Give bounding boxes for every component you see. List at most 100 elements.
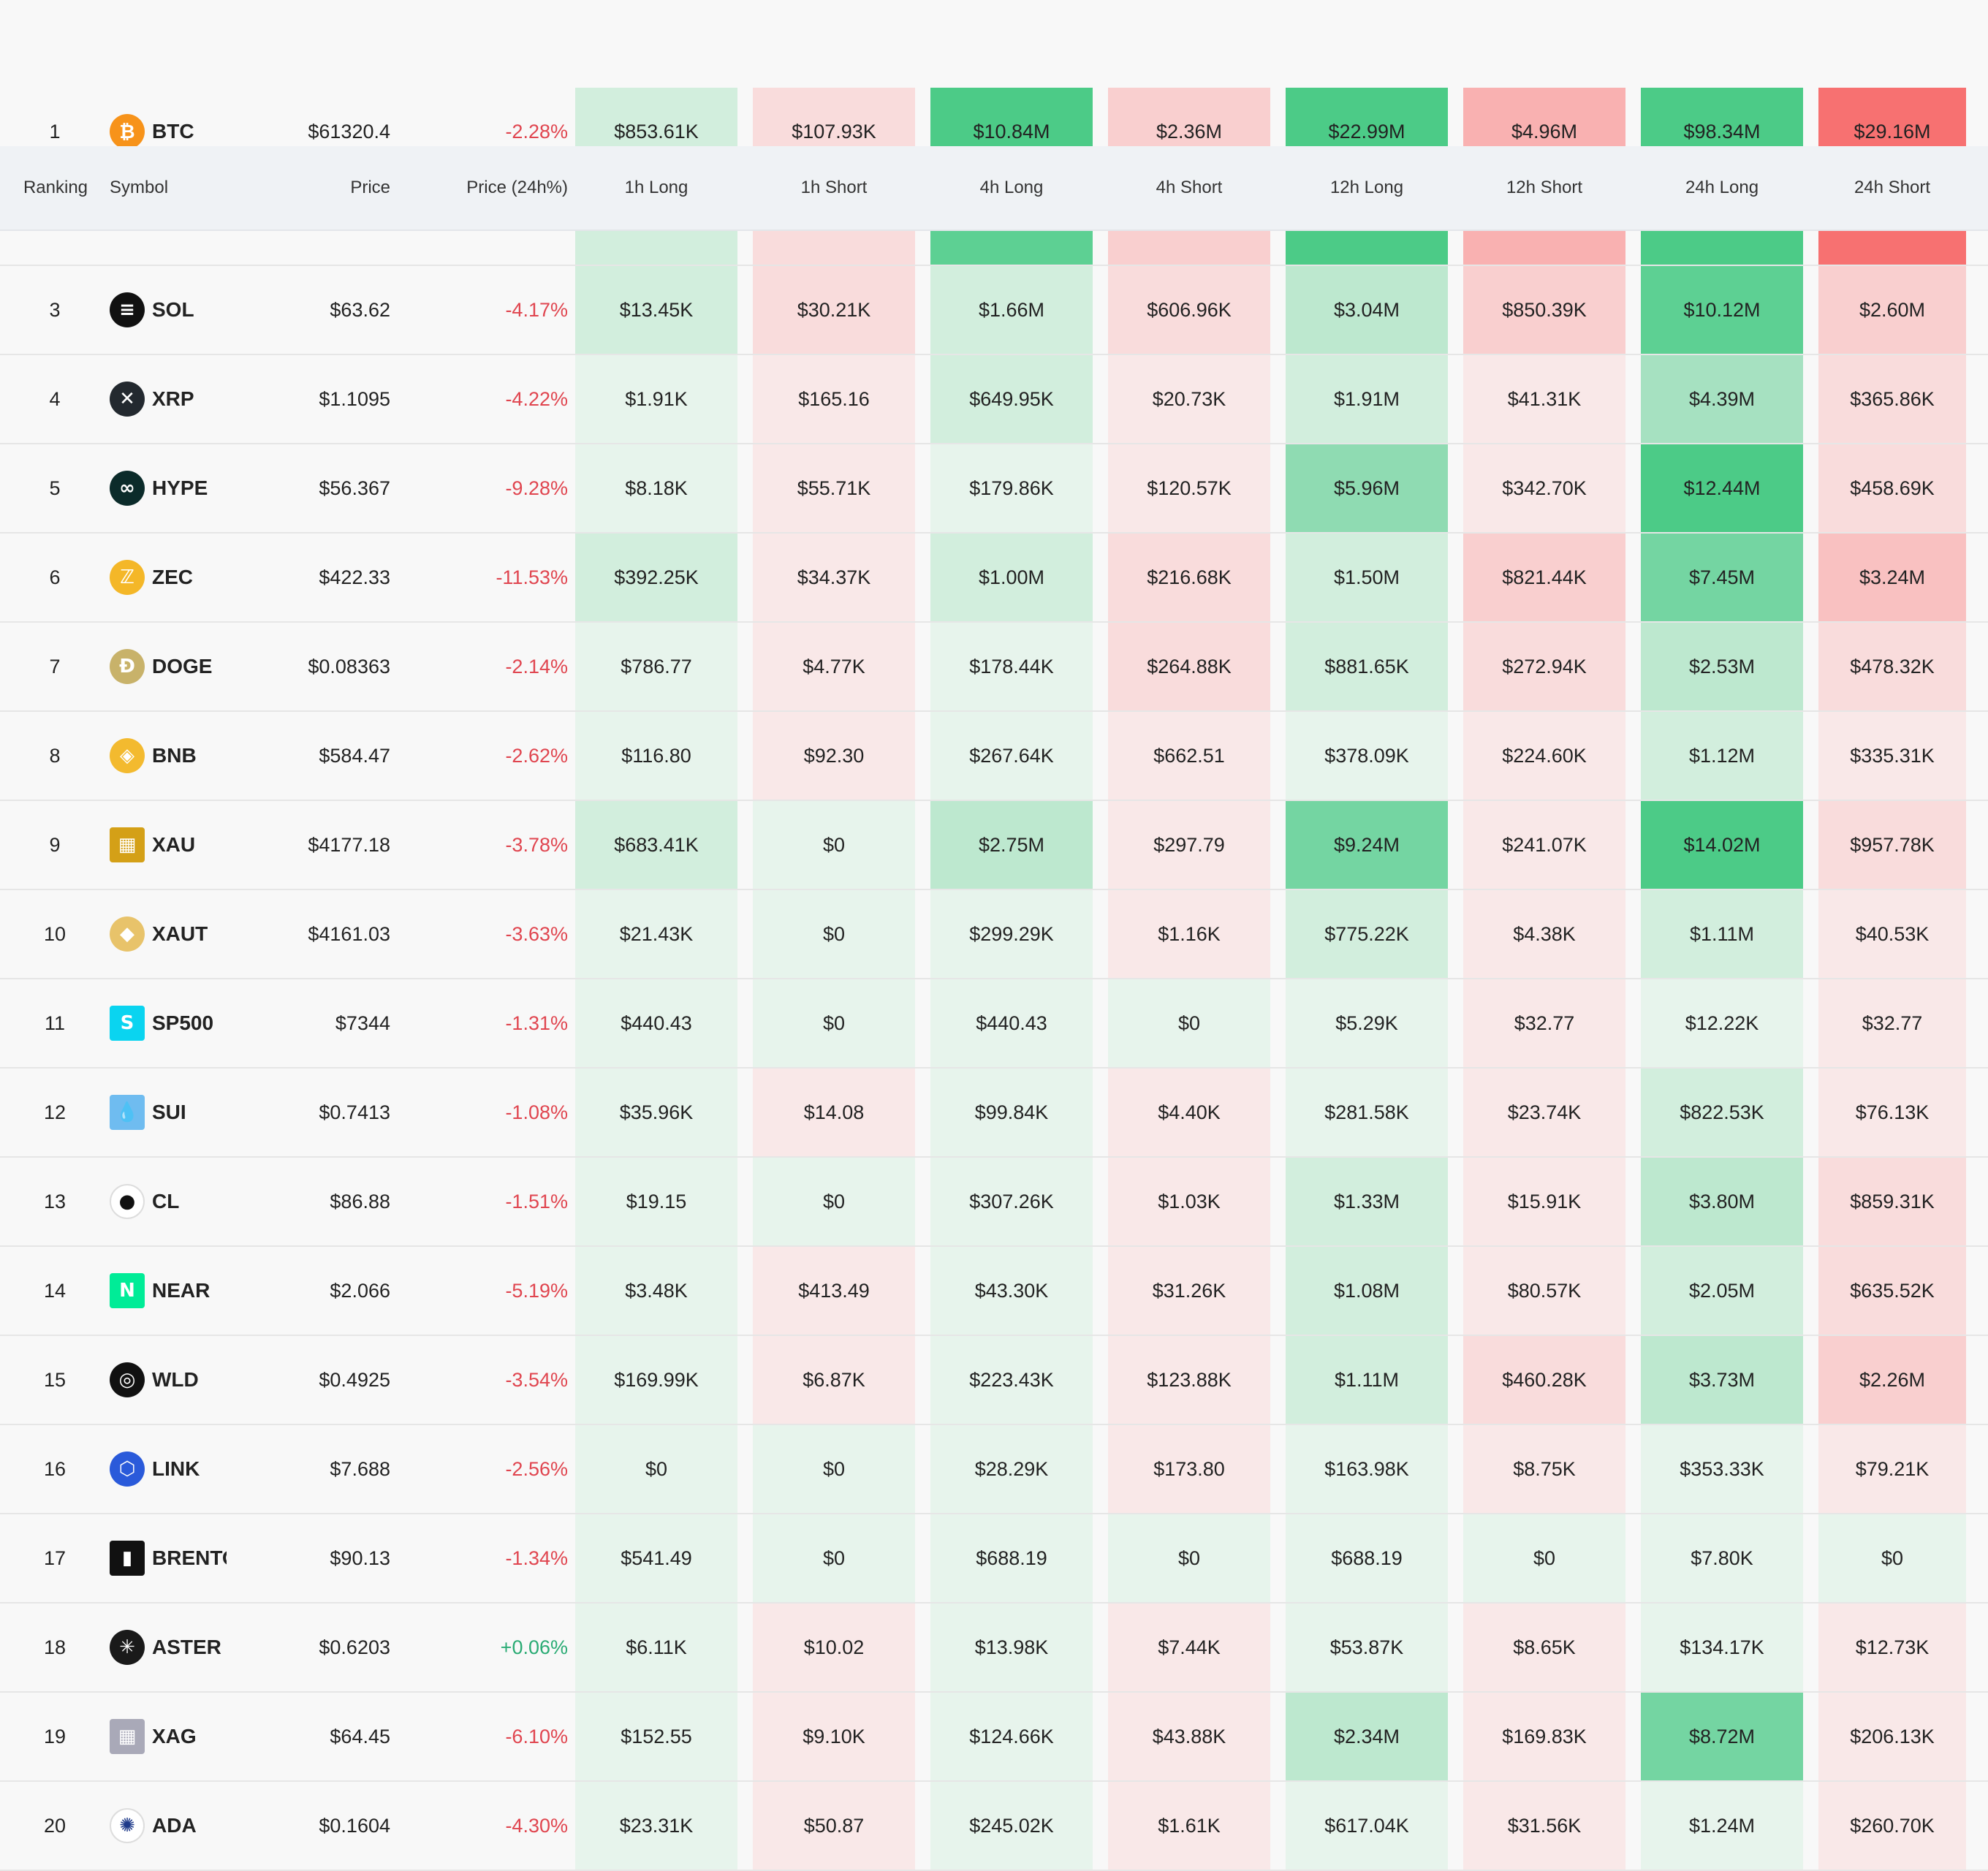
liq-cell-h1-long: $13.45K xyxy=(575,266,737,354)
liq-cell-h12-short: $0 xyxy=(1463,1514,1625,1602)
symbol-cell[interactable]: ▦ XAG xyxy=(110,1693,275,1780)
col-1h-short[interactable]: 1h Short xyxy=(800,178,868,197)
table-row[interactable]: 4 ✕ XRP $1.1095 -4.22% $1.91K $165.16 $649.95K $… xyxy=(0,355,1988,444)
liq-cell-h1-short: $413.49 xyxy=(753,1247,915,1335)
liq-cell-h4-short: $662.51 xyxy=(1108,712,1270,800)
rank-cell: 9 xyxy=(49,833,61,856)
table-row[interactable]: 6 ℤ ZEC $422.33 -11.53% $392.25K $34.37K $1.00M… xyxy=(0,534,1988,623)
aster-icon: ✳ xyxy=(110,1630,145,1665)
symbol-cell[interactable]: ◈ BNB xyxy=(110,712,275,800)
table-row[interactable]: 11 S SP500 $7344 -1.31% $440.43 $0 $440.43 $0 $5.… xyxy=(0,979,1988,1069)
change-cell: -4.22% xyxy=(505,387,568,410)
symbol-cell[interactable]: ∞ HYPE xyxy=(110,444,275,532)
col-4h-long[interactable]: 4h Long xyxy=(979,178,1044,197)
symbol-label: HYPE xyxy=(152,477,208,499)
table-row[interactable]: 9 ▦ XAU $4177.18 -3.78% $683.41K $0 $2.75M $297.… xyxy=(0,801,1988,890)
symbol-cell[interactable]: ≡ SOL xyxy=(110,266,275,354)
table-row[interactable]: 17▮BRENTOIL$90.13-1.34%$541.49$0$688.19$… xyxy=(0,1514,1988,1604)
table-row[interactable]: 10 ◆ XAUT $4161.03 -3.63% $21.43K $0 $299.29K $1… xyxy=(0,890,1988,979)
table-row[interactable]: 13 ● CL $86.88 -1.51% $19.15 $0 $307.26K $1.03K $… xyxy=(0,1158,1988,1247)
liq-cell-h12-short: $224.60K xyxy=(1463,712,1625,800)
symbol-cell[interactable]: ✕ XRP xyxy=(110,355,275,443)
liq-cell-h1-short: $92.30 xyxy=(753,712,915,800)
liq-cell-h12-long: $3.04M xyxy=(1286,266,1448,354)
col-1h-long[interactable]: 1h Long xyxy=(624,178,688,197)
table-row[interactable]: 19 ▦ XAG $64.45 -6.10% $152.55 $9.10K $124.66K $… xyxy=(0,1693,1988,1782)
rank-cell: 10 xyxy=(43,922,67,945)
liq-cell-h24-short: $859.31K xyxy=(1818,1158,1966,1245)
table-row[interactable]: 16 ⬡ LINK $7.688 -2.56% $0 $0 $28.29K $173.80 $16… xyxy=(0,1425,1988,1514)
symbol-cell[interactable]: ✺ ADA xyxy=(110,1782,275,1870)
col-price[interactable]: Price xyxy=(350,178,390,197)
symbol-cell[interactable]: ▦ XAU xyxy=(110,801,275,889)
table-row[interactable]: 5 ∞ HYPE $56.367 -9.28% $8.18K $55.71K $179.86K… xyxy=(0,444,1988,534)
col-symbol[interactable]: Symbol xyxy=(110,178,169,197)
liq-cell-h4-long: $178.44K xyxy=(930,623,1093,710)
liq-cell-h4-short: $1.03K xyxy=(1108,1158,1270,1245)
price-cell: $422.33 xyxy=(319,566,390,588)
table-row[interactable]: 14 N NEAR $2.066 -5.19% $3.48K $413.49 $43.30K $… xyxy=(0,1247,1988,1336)
xrp-icon: ✕ xyxy=(110,382,145,417)
symbol-label: LINK xyxy=(152,1457,200,1480)
liq-cell-h24-short: $635.52K xyxy=(1818,1247,1966,1335)
symbol-label: ASTER xyxy=(152,1636,221,1658)
table-row[interactable]: 7 Ð DOGE $0.08363 -2.14% $786.77 $4.77K $178.44… xyxy=(0,623,1988,712)
liq-cell-h24-long: $2.53M xyxy=(1641,623,1803,710)
liq-cell-h4-short: $4.40K xyxy=(1108,1069,1270,1156)
liq-cell-h4-long: $245.02K xyxy=(930,1782,1093,1870)
col-24h-long[interactable]: 24h Long xyxy=(1685,178,1759,197)
liq-cell-h24-short: $458.69K xyxy=(1818,444,1966,532)
rank-cell: 4 xyxy=(49,387,61,410)
symbol-cell[interactable]: ₿ BTC xyxy=(110,88,275,175)
table-row[interactable]: 15 ◎ WLD $0.4925 -3.54% $169.99K $6.87K $223.43… xyxy=(0,1336,1988,1425)
table-row[interactable]: 3 ≡ SOL $63.62 -4.17% $13.45K $30.21K $1.66M $60… xyxy=(0,266,1988,355)
cardano-icon: ✺ xyxy=(110,1808,145,1843)
liq-cell-h12-long: $5.29K xyxy=(1286,979,1448,1067)
col-24h-short[interactable]: 24h Short xyxy=(1854,178,1931,197)
price-cell: $0.08363 xyxy=(308,655,390,678)
symbol-cell[interactable]: Ð DOGE xyxy=(110,623,275,710)
liq-cell-h12-short: $8.65K xyxy=(1463,1604,1625,1691)
table-row[interactable]: 18 ✳ ASTER $0.6203 +0.06% $6.11K $10.02 $13.98K… xyxy=(0,1604,1988,1693)
symbol-cell[interactable]: 💧 SUI xyxy=(110,1069,275,1156)
table-row[interactable]: 12 💧 SUI $0.7413 -1.08% $35.96K $14.08 $99.84K $… xyxy=(0,1069,1988,1158)
liq-cell-h24-long: $7.80K xyxy=(1641,1514,1803,1602)
col-4h-short[interactable]: 4h Short xyxy=(1156,178,1223,197)
zcash-icon: ℤ xyxy=(110,560,145,595)
symbol-cell[interactable]: S SP500 xyxy=(110,979,275,1067)
col-change[interactable]: Price (24h%) xyxy=(466,178,568,197)
liq-cell-h1-long: $116.80 xyxy=(575,712,737,800)
table-row[interactable]: 8 ◈ BNB $584.47 -2.62% $116.80 $92.30 $267.64K $… xyxy=(0,712,1988,801)
liq-cell-h24-long: $1.24M xyxy=(1641,1782,1803,1870)
liq-cell-h4-short: $43.88K xyxy=(1108,1693,1270,1780)
symbol-cell[interactable]: ◎ WLD xyxy=(110,1336,275,1424)
col-12h-short[interactable]: 12h Short xyxy=(1506,178,1583,197)
liq-cell-h4-short: $1.61K xyxy=(1108,1782,1270,1870)
symbol-label: DOGE xyxy=(152,655,213,678)
col-12h-long[interactable]: 12h Long xyxy=(1329,178,1404,197)
liq-cell-h12-long: $53.87K xyxy=(1286,1604,1448,1691)
liq-cell-h4-long: $28.29K xyxy=(930,1425,1093,1513)
symbol-cell[interactable]: ● CL xyxy=(110,1158,275,1245)
liq-cell-h24-long: $3.80M xyxy=(1641,1158,1803,1245)
symbol-label: XAUT xyxy=(152,922,208,945)
liq-cell-h24-long: $822.53K xyxy=(1641,1069,1803,1156)
col-ranking[interactable]: Ranking xyxy=(23,178,88,197)
change-cell: -3.54% xyxy=(505,1368,568,1391)
liq-cell-h24-long: $12.44M xyxy=(1641,444,1803,532)
liq-cell-h12-short: $41.31K xyxy=(1463,355,1625,443)
symbol-cell[interactable]: ⬡ LINK xyxy=(110,1425,275,1513)
symbol-cell[interactable]: ◆ XAUT xyxy=(110,890,275,978)
bitcoin-icon: ₿ xyxy=(110,114,145,149)
table-row[interactable]: 20 ✺ ADA $0.1604 -4.30% $23.31K $50.87 $245.02K… xyxy=(0,1782,1988,1871)
rank-cell: 1 xyxy=(49,120,61,143)
rank-cell: 11 xyxy=(44,1012,66,1034)
symbol-cell[interactable]: N NEAR xyxy=(110,1247,275,1335)
symbol-cell[interactable]: ℤ ZEC xyxy=(110,534,275,621)
sui-icon: 💧 xyxy=(110,1095,145,1130)
liq-cell-h1-long: $6.11K xyxy=(575,1604,737,1691)
liq-cell-h24-long: $10.12M xyxy=(1641,266,1803,354)
liq-cell-h12-long: $1.11M xyxy=(1286,1336,1448,1424)
symbol-cell[interactable]: ▮ BRENTOIL xyxy=(110,1514,275,1602)
symbol-cell[interactable]: ✳ ASTER xyxy=(110,1604,275,1691)
